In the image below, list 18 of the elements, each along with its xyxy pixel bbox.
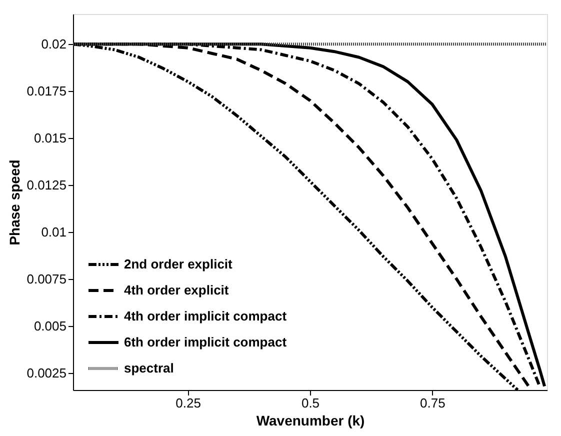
y-tick-label: 0.0125 [26,178,66,193]
y-tick-label: 0.015 [34,130,66,146]
x-axis-title: Wavenumber (k) [256,412,365,428]
legend-label: 2nd order explicit [124,256,234,272]
x-tick-label: 0.25 [176,396,201,410]
legend-label: spectral [124,360,174,376]
y-tick-label: 0.005 [34,318,66,334]
x-tick-label: 0.75 [420,396,446,410]
legend-label: 6th order implicit compact [124,334,288,350]
y-tick-label: 0.0175 [26,84,66,99]
x-tick-label: 0.5 [301,396,320,410]
y-tick-label: 0.01 [41,224,66,240]
y-tick-label: 0.0025 [26,366,66,381]
y-tick-label: 0.0075 [26,272,66,287]
y-axis-title: Phase speed [6,160,23,246]
legend-label: 4th order explicit [124,282,230,298]
y-tick-label: 0.02 [41,36,66,52]
legend-label: 4th order implicit compact [124,308,288,324]
